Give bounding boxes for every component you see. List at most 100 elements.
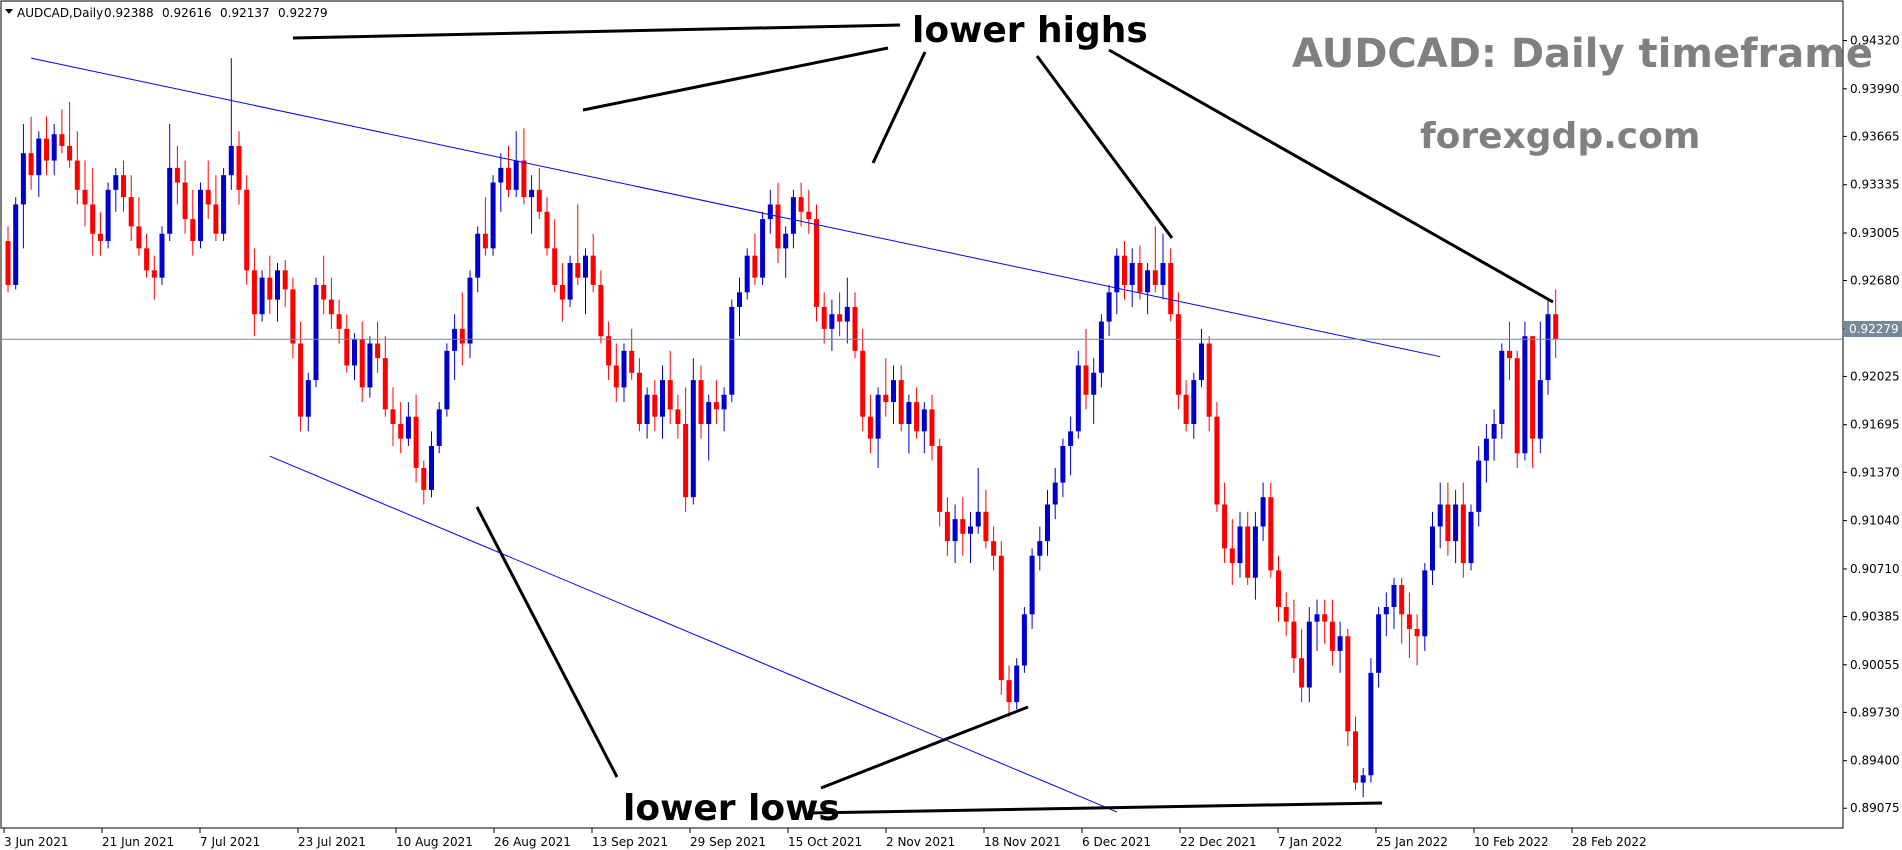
candle [244,175,250,285]
candle [914,387,920,439]
candle-body [1399,585,1405,615]
candle [405,402,411,446]
candle [1206,336,1212,432]
candle-body [1283,606,1289,622]
candle-body [767,204,773,220]
time-axis: 3 Jun 2021 21 Jun 2021 7 Jul 2021 23 Jul 20… [3,828,1647,849]
candle-body [97,233,103,242]
candle-body [1145,270,1151,293]
candle-body [806,211,812,220]
candle [1222,482,1228,564]
price-tick-label: 0.92680 [1850,274,1900,288]
candle-body [305,380,311,417]
candle [498,153,504,212]
candle [737,277,742,337]
candle [929,394,935,461]
candle [1491,409,1497,461]
candle [975,467,981,534]
candle [1183,380,1189,432]
candle [1468,504,1474,571]
time-tick-label: 25 Jan 2022 [1376,835,1448,849]
candle [513,131,519,198]
price-tick-label: 0.93335 [1850,178,1900,192]
candle-body [629,350,635,373]
candle [1168,248,1174,322]
candle-body [513,160,519,190]
candle-body [698,380,704,425]
candle-body [228,145,234,176]
candle [1029,548,1035,629]
candle-body [344,328,350,366]
candle-body [67,145,73,161]
candle [136,197,142,256]
candle [452,314,458,381]
time-tick-label: 28 Feb 2022 [1572,835,1647,849]
time-tick-label: 22 Dec 2021 [1180,835,1257,849]
candle-body [821,306,827,329]
candle-body [1098,321,1104,373]
annotation-pointer-line [871,51,927,164]
price-tick-label: 0.92025 [1850,369,1900,383]
candle-body [398,424,404,439]
candle-body [1168,263,1174,315]
time-tick-label: 18 Nov 2021 [984,835,1061,849]
candle-body [583,255,588,278]
high-value: 0.92616 [162,6,212,20]
candle-body [1353,731,1358,783]
candle-body [290,289,296,344]
candle [390,387,396,446]
candle [521,128,527,205]
price-tick-label: 0.89730 [1850,705,1900,719]
symbol-label: AUDCAD,Daily [17,6,103,20]
candle-body [852,306,858,351]
candle-body [1522,336,1528,454]
candle [1129,248,1135,307]
candle [844,277,850,344]
candle [883,358,889,417]
menu-triangle-icon[interactable] [5,9,13,14]
candle [798,182,804,227]
candle-body [359,339,365,388]
candle [1460,482,1466,578]
candle [1337,621,1343,673]
candle [952,504,958,564]
candle [998,541,1004,695]
candle [575,204,581,285]
candle-body [482,233,488,249]
candle-body [1229,548,1235,564]
candle [867,394,873,454]
candle [721,387,727,432]
candle-body [1060,445,1066,483]
candle [529,175,535,234]
candle-body [59,134,65,146]
candle [552,219,558,293]
candle-body [1476,460,1482,512]
watermark-site: forexgdp.com [1420,116,1700,157]
time-tick-label: 23 Jul 2021 [298,835,366,849]
price-tick-label: 0.91695 [1850,418,1900,432]
candle [1353,716,1358,790]
candle [960,497,966,556]
candle-body [1021,614,1027,666]
candle-body [975,511,981,527]
candle-body [1222,504,1228,549]
candle [983,489,989,549]
candle [1014,658,1020,710]
candle [1414,614,1420,666]
candle-body [1545,314,1551,381]
candle-body [1460,504,1466,564]
candle [1299,628,1305,703]
candle-body [744,255,750,293]
candle-body [952,519,958,542]
candle [1306,606,1312,703]
candle-body [636,372,642,425]
candle-body [190,219,196,242]
candle [28,116,34,190]
low-value: 0.92137 [220,6,270,20]
candle [367,336,373,398]
candle [1245,511,1251,586]
candle [1514,350,1520,468]
candle [74,131,80,205]
candle [675,394,681,439]
candle-body [136,226,142,249]
